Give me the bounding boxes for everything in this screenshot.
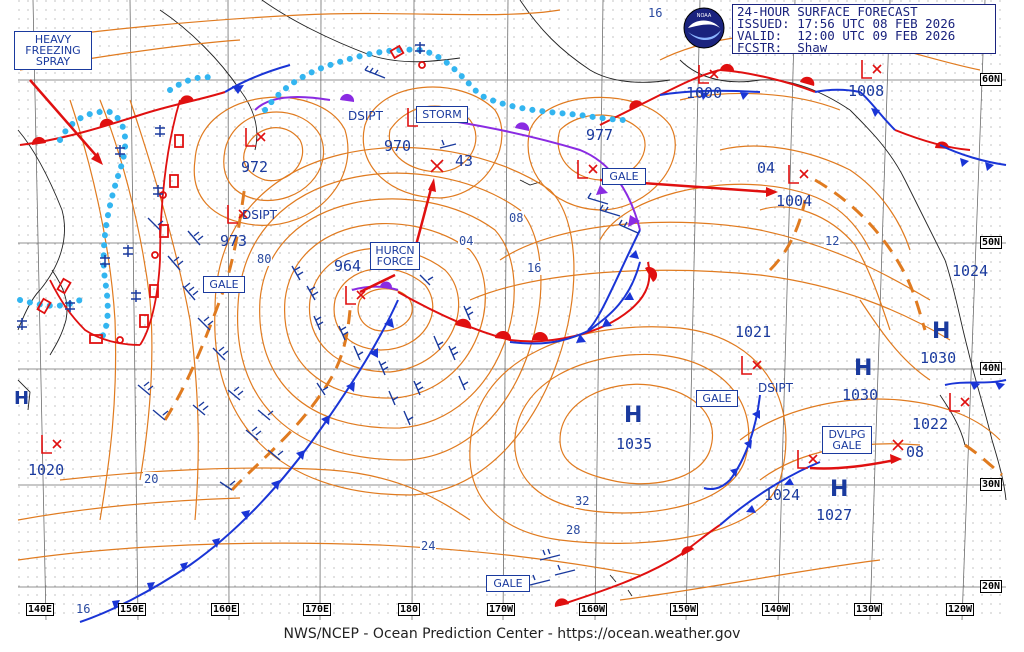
low-pressure-1004: 1004: [776, 192, 813, 210]
longitude-label-170e: 170E: [303, 603, 332, 616]
low-pressure-964: 964: [334, 257, 362, 275]
high-center-1027: H: [830, 477, 849, 502]
high-pressure-1030-a: 1030: [920, 349, 957, 367]
isobar-label-08: 08: [508, 211, 525, 225]
longitude-label-150e: 150E: [118, 603, 147, 616]
isobar-label-28: 28: [565, 523, 582, 537]
arrow-heads: [91, 152, 902, 464]
ice-symbols: [36, 44, 426, 346]
wind-barbs: [137, 65, 639, 586]
gale-label-1: GALE: [602, 168, 646, 185]
gale-label-4: GALE: [486, 575, 530, 592]
developing-gale-label: DVLPG GALE: [822, 426, 872, 454]
cold-front-symbols: [112, 85, 1005, 610]
high-center-west: H: [14, 388, 30, 409]
latitude-label-40n: 40N: [979, 362, 1002, 375]
footer-credit: NWS/NCEP - Ocean Prediction Center - htt…: [283, 626, 741, 642]
high-center-1030-b: H: [854, 356, 873, 381]
isobar-label-16-bottom: 16: [75, 602, 92, 616]
low-pressure-1024-south: 1024: [764, 486, 801, 504]
high-pressure-1030-b: 1030: [842, 386, 879, 404]
longitude-label-140e: 140E: [26, 603, 55, 616]
low-pressure-1020: 1020: [28, 461, 65, 479]
storm-label: STORM: [416, 106, 468, 123]
longitude-label-160e: 160E: [211, 603, 240, 616]
longitude-label-130w: 130W: [854, 603, 883, 616]
noaa-logo-text: NOAA: [697, 13, 712, 19]
low-pressure-1022: 1022: [912, 415, 949, 433]
grid-lines: [18, 0, 1006, 621]
high-pressure-1035: 1035: [616, 435, 653, 453]
header-title: 24-HOUR SURFACE FORECAST: [737, 4, 918, 19]
low-pressure-977: 977: [586, 126, 614, 144]
occluded-fronts: [254, 96, 641, 291]
longitude-label-140w: 140W: [762, 603, 791, 616]
low-pressure-1021: 1021: [735, 323, 772, 341]
isobar-label-16: 16: [526, 261, 543, 275]
isobar-label-20: 20: [143, 472, 160, 486]
high-center-1030-a: H: [932, 319, 951, 344]
isobar-label-80: 80: [256, 252, 273, 266]
low-symbols: [41, 60, 970, 469]
gale-label-3: GALE: [696, 390, 738, 407]
storm-speed-43: 43: [455, 152, 474, 170]
header-issued: ISSUED: 17:56 UTC 08 FEB 2026: [737, 16, 956, 31]
low-pressure-1008: 1008: [848, 82, 885, 100]
header-valid: VALID: 12:00 UTC 09 FEB 2026: [737, 28, 956, 43]
latitude-label-50n: 50N: [979, 236, 1002, 249]
longitude-label-180: 180: [398, 603, 421, 616]
low-pressure-972: 972: [241, 158, 269, 176]
isobar-label-16-top: 16: [647, 6, 664, 20]
heavy-freezing-spray-label: HEAVY FREEZING SPRAY: [14, 31, 92, 70]
storm-speed-04: 04: [757, 159, 776, 177]
dissipating-label-1: DSIPT: [348, 109, 383, 123]
isobar-label-24: 24: [420, 539, 437, 553]
warm-front-symbols: [31, 63, 950, 607]
storm-speed-08: 08: [906, 443, 925, 461]
isobar-label-04: 04: [458, 234, 475, 248]
dissipating-label-3: DSIPT: [758, 381, 793, 395]
low-pressure-1000: 1000: [686, 84, 723, 102]
latitude-label-30n: 30N: [979, 478, 1002, 491]
cold-fronts: [79, 64, 1007, 623]
hurricane-force-label: HURCN FORCE: [370, 242, 420, 270]
low-pressure-1024-east: 1024: [952, 262, 989, 280]
latitude-label-60n: 60N: [979, 73, 1002, 86]
forecast-header: 24-HOUR SURFACE FORECAST ISSUED: 17:56 U…: [732, 4, 996, 54]
isobars: [17, 9, 1001, 601]
low-pressure-970: 970: [384, 137, 412, 155]
freezing-spray-lines: [17, 46, 628, 343]
longitude-label-120w: 120W: [946, 603, 975, 616]
low-pressure-973: 973: [220, 232, 248, 250]
latitude-label-20n: 20N: [979, 580, 1002, 593]
header-forecaster: FCSTR: Shaw: [737, 40, 828, 55]
longitude-label-170w: 170W: [487, 603, 516, 616]
occluded-front-symbols: [340, 93, 640, 288]
isobar-label-32: 32: [574, 494, 591, 508]
dissipating-label-2: DSIPT: [242, 208, 277, 222]
high-pressure-1027: 1027: [816, 506, 853, 524]
longitude-label-160w: 160W: [579, 603, 608, 616]
high-center-1035: H: [624, 403, 643, 428]
noaa-logo: NOAA: [683, 7, 725, 49]
freezing-spray-icons: [17, 42, 425, 330]
isobar-label-12: 12: [824, 234, 841, 248]
longitude-label-150w: 150W: [670, 603, 699, 616]
troughs: [163, 178, 1003, 492]
gale-label-2: GALE: [203, 276, 245, 293]
